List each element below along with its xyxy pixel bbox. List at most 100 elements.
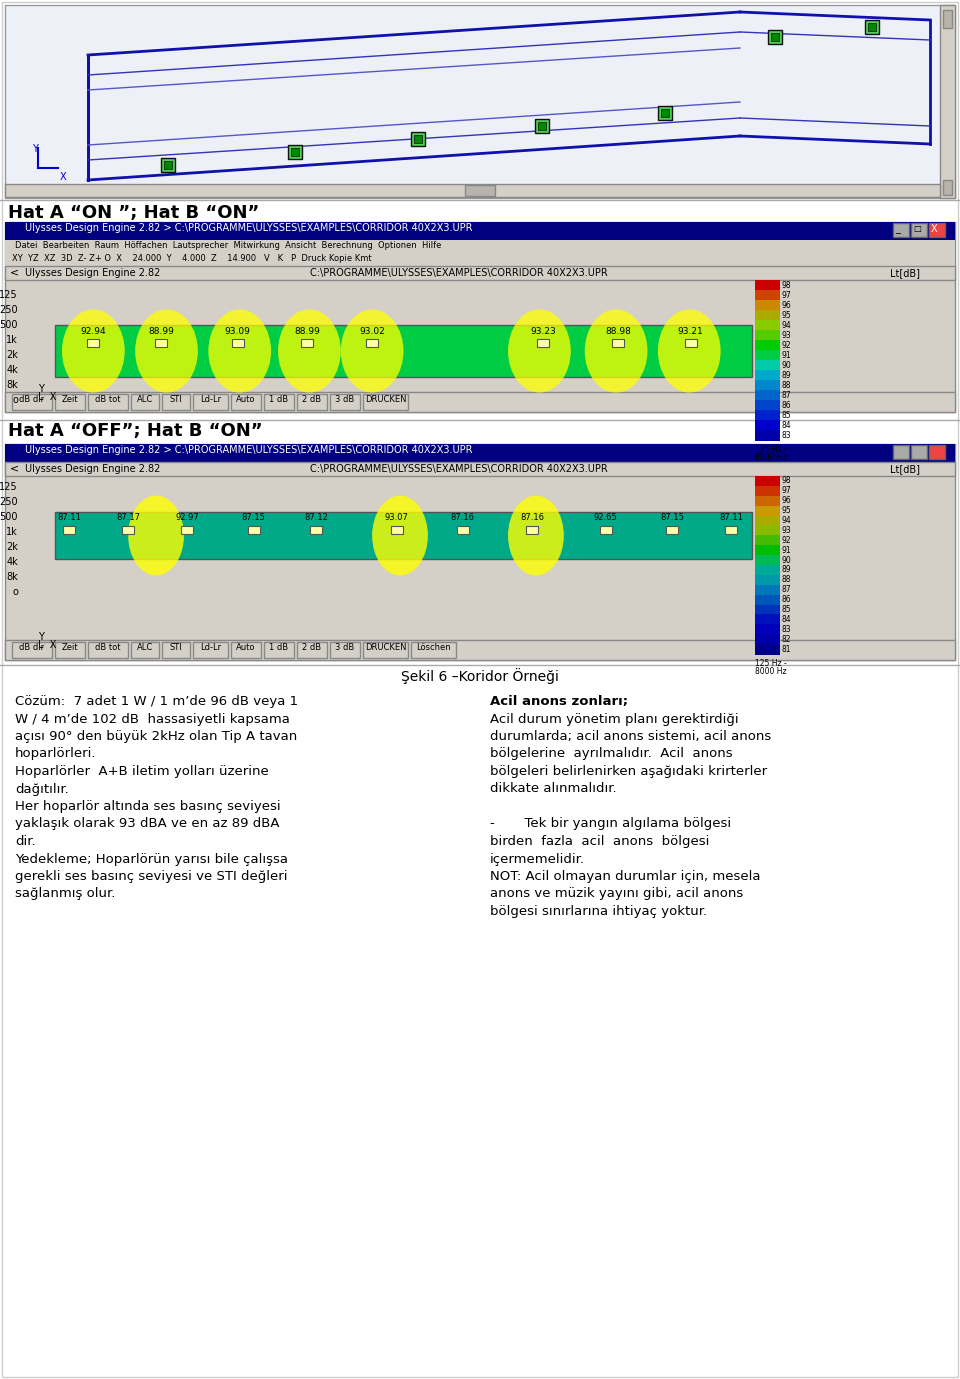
Text: 85: 85 xyxy=(782,605,792,614)
Bar xyxy=(600,525,612,534)
Bar xyxy=(684,339,697,348)
Bar xyxy=(162,643,190,658)
Bar xyxy=(131,394,159,410)
Text: 92.65: 92.65 xyxy=(593,513,617,523)
Text: 1 dB: 1 dB xyxy=(270,394,289,404)
Text: Ulysses Design Engine 2.82 > C:\PROGRAMME\ULYSSES\EXAMPLES\CORRIDOR 40X2X3.UPR: Ulysses Design Engine 2.82 > C:\PROGRAMM… xyxy=(25,445,472,455)
Bar xyxy=(164,161,172,170)
Bar xyxy=(755,430,780,440)
Text: 85: 85 xyxy=(782,411,792,419)
Text: 8k: 8k xyxy=(7,572,18,582)
Bar xyxy=(755,575,780,585)
Text: Y: Y xyxy=(38,383,44,394)
Bar xyxy=(5,444,955,661)
Text: 86: 86 xyxy=(782,400,792,410)
Bar xyxy=(755,476,780,487)
Text: 2k: 2k xyxy=(6,542,18,552)
Bar xyxy=(330,643,360,658)
Bar xyxy=(658,106,672,120)
Bar xyxy=(893,223,909,237)
Bar xyxy=(363,643,408,658)
Bar xyxy=(755,410,780,421)
Bar xyxy=(5,392,955,412)
Text: 125: 125 xyxy=(0,290,18,301)
Text: 87.16: 87.16 xyxy=(451,513,475,523)
Text: Hat A “OFF”; Hat B “ON”: Hat A “OFF”; Hat B “ON” xyxy=(8,422,263,440)
Text: 94: 94 xyxy=(782,320,792,330)
Bar xyxy=(538,121,546,130)
Bar xyxy=(755,625,780,634)
Bar xyxy=(929,223,945,237)
Bar xyxy=(755,615,780,625)
Text: 93.07: 93.07 xyxy=(385,513,408,523)
Bar xyxy=(181,525,193,534)
Text: 81: 81 xyxy=(782,644,791,654)
Text: 92.97: 92.97 xyxy=(176,513,200,523)
Text: Hoparlörler  A+B iletim yolları üzerine: Hoparlörler A+B iletim yolları üzerine xyxy=(15,765,269,778)
Ellipse shape xyxy=(135,309,198,393)
Text: Auto: Auto xyxy=(236,394,255,404)
Text: 88.99: 88.99 xyxy=(148,327,174,336)
Text: 92.94: 92.94 xyxy=(81,327,107,336)
Bar xyxy=(755,545,780,556)
Bar xyxy=(231,339,244,348)
Bar xyxy=(414,135,422,143)
Ellipse shape xyxy=(585,309,647,393)
Bar xyxy=(755,301,780,310)
Bar xyxy=(131,643,159,658)
Text: 87: 87 xyxy=(782,390,792,400)
Bar xyxy=(612,339,624,348)
Text: 90: 90 xyxy=(782,556,792,564)
Text: 88.98: 88.98 xyxy=(605,327,631,336)
Bar xyxy=(755,604,780,615)
Bar xyxy=(5,240,955,252)
Bar xyxy=(12,394,52,410)
Ellipse shape xyxy=(341,309,403,393)
Bar xyxy=(155,339,167,348)
Text: 1k: 1k xyxy=(7,335,18,345)
Text: DRUCKEN: DRUCKEN xyxy=(365,394,406,404)
Text: 125: 125 xyxy=(0,483,18,492)
Bar xyxy=(755,594,780,605)
Bar xyxy=(411,643,456,658)
Text: <: < xyxy=(10,268,19,277)
Text: 2 dB: 2 dB xyxy=(302,394,322,404)
Bar xyxy=(391,525,402,534)
Ellipse shape xyxy=(508,495,564,575)
Text: gerekli ses basınç seviyesi ve STI değleri: gerekli ses basınç seviyesi ve STI değle… xyxy=(15,870,287,883)
Text: Her hoparlör altında ses basınç seviyesi: Her hoparlör altında ses basınç seviyesi xyxy=(15,800,280,814)
Text: birden  fazla  acil  anons  bölgesi: birden fazla acil anons bölgesi xyxy=(490,836,709,848)
Text: C:\PROGRAMME\ULYSSES\EXAMPLES\CORRIDOR 40X2X3.UPR: C:\PROGRAMME\ULYSSES\EXAMPLES\CORRIDOR 4… xyxy=(310,463,608,474)
Bar xyxy=(5,183,940,197)
Text: 95: 95 xyxy=(782,310,792,320)
Text: 83: 83 xyxy=(782,625,792,634)
Bar xyxy=(193,394,228,410)
Bar xyxy=(755,290,780,301)
Bar xyxy=(865,21,879,34)
Bar xyxy=(231,394,261,410)
Text: 90: 90 xyxy=(782,360,792,370)
Bar xyxy=(330,394,360,410)
Text: dB dir: dB dir xyxy=(19,394,44,404)
Bar xyxy=(755,644,780,655)
Text: 91: 91 xyxy=(782,350,792,360)
Bar xyxy=(288,145,302,159)
Ellipse shape xyxy=(658,309,721,393)
Text: Y: Y xyxy=(38,632,44,643)
Bar xyxy=(755,556,780,565)
Text: 96: 96 xyxy=(782,301,792,309)
Text: 93: 93 xyxy=(782,525,792,535)
Text: Löschen: Löschen xyxy=(417,643,451,652)
Text: W / 4 m’de 102 dB  hassasiyetli kapsama: W / 4 m’de 102 dB hassasiyetli kapsama xyxy=(15,713,290,725)
Text: 125 Hz -: 125 Hz - xyxy=(755,659,787,667)
Text: 1k: 1k xyxy=(7,527,18,536)
Text: açısı 90° den büyük 2kHz olan Tip A tavan: açısı 90° den büyük 2kHz olan Tip A tava… xyxy=(15,729,298,743)
Bar xyxy=(87,339,99,348)
Text: 93.02: 93.02 xyxy=(359,327,385,336)
Bar xyxy=(755,381,780,390)
Bar xyxy=(5,6,955,199)
Text: Acil anons zonları;: Acil anons zonları; xyxy=(490,695,628,707)
Text: XY  YZ  XZ  3D  Z- Z+ O  X    24.000  Y    4.000  Z    14.900   V   K   P  Druck: XY YZ XZ 3D Z- Z+ O X 24.000 Y 4.000 Z 1… xyxy=(12,254,372,263)
Text: 87.15: 87.15 xyxy=(242,513,266,523)
Bar xyxy=(755,320,780,331)
